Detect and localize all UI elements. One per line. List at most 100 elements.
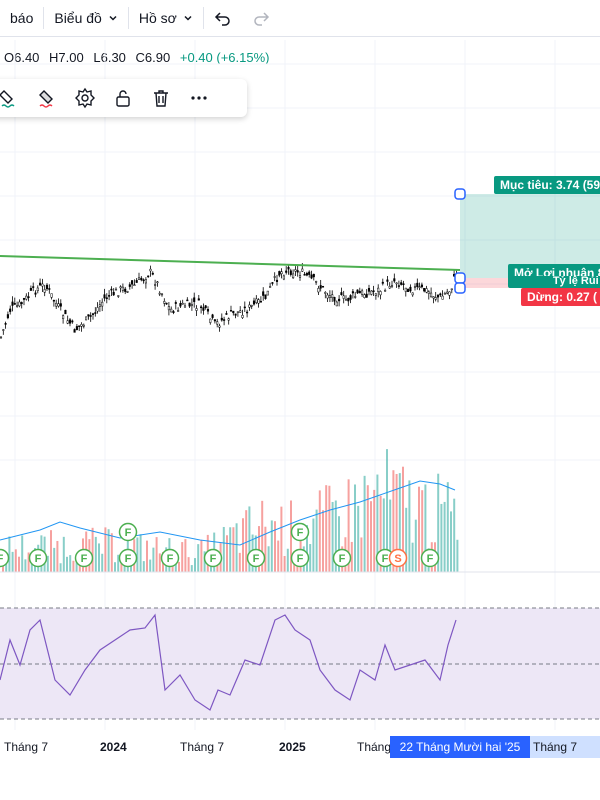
candle-body (167, 306, 170, 311)
volume-bar (443, 501, 446, 572)
candle-body (443, 292, 446, 295)
event-marker-label: F (81, 553, 88, 565)
candle-body (427, 291, 430, 294)
candle-body (80, 324, 83, 327)
lock-button[interactable] (104, 79, 142, 117)
candle-body (386, 279, 389, 282)
price-chart[interactable]: FFFFFFFFFFFFFS (0, 40, 600, 736)
candle-body (186, 299, 189, 302)
trend-line[interactable] (0, 255, 461, 271)
candle-body (390, 285, 394, 287)
volume-bar (386, 449, 388, 572)
candle-body (312, 273, 315, 278)
event-marker-circle (74, 548, 94, 568)
volume-bar (309, 544, 312, 572)
event-marker-circle (28, 548, 48, 568)
fill-color-button[interactable] (28, 79, 66, 117)
delete-button[interactable] (142, 79, 180, 117)
candle-body (331, 294, 334, 298)
candle-body (236, 311, 239, 313)
volume-bar (114, 562, 116, 572)
candle-body (402, 283, 405, 285)
close-value: C6.90 (135, 50, 171, 65)
candle-body (190, 304, 193, 306)
line-color-button[interactable] (0, 79, 28, 117)
target-handle[interactable] (454, 188, 466, 200)
candle-body (243, 306, 246, 309)
volume-bar (91, 527, 94, 572)
undo-button[interactable] (204, 0, 242, 36)
candle-body (188, 302, 191, 307)
candle-body (18, 301, 21, 307)
volume-bar (75, 557, 78, 572)
redo-button[interactable] (242, 0, 280, 36)
volume-bar (414, 519, 417, 572)
candle-body (114, 288, 118, 291)
volume-bar (408, 480, 411, 572)
candle-body (181, 302, 184, 305)
toolbar-divider (127, 7, 129, 29)
candle-body (32, 286, 35, 288)
candle-body (319, 285, 322, 289)
volume-bar (306, 525, 308, 572)
volume-bar (395, 473, 398, 572)
candle-body (259, 300, 262, 303)
volume-bar (389, 499, 392, 572)
event-marker-circle (246, 548, 266, 568)
candle-body (62, 315, 65, 319)
candle-body (213, 319, 216, 322)
alerts-menu[interactable]: báo (0, 0, 43, 36)
stop-handle[interactable] (454, 282, 466, 294)
volume-bar (270, 520, 273, 572)
event-marker-label: F (210, 553, 217, 565)
volume-bar (411, 542, 414, 572)
candle-body (98, 304, 101, 307)
candle-body (172, 311, 175, 313)
more-button[interactable] (180, 79, 218, 117)
chart-menu[interactable]: Biểu đồ (44, 0, 127, 36)
top-toolbar: báo Biểu đồ Hồ sơ (0, 0, 600, 37)
candle-body (381, 281, 384, 284)
candle-body (73, 329, 76, 333)
candle-body (36, 287, 39, 291)
change-value: +0.40 (+6.15%) (179, 50, 270, 65)
volume-bar (174, 560, 177, 572)
candle-body (13, 303, 16, 305)
chevron-down-icon (109, 15, 117, 21)
volume-bar (69, 555, 72, 572)
candle-body (305, 272, 308, 276)
candle-body (292, 273, 295, 279)
candle-body (4, 323, 7, 325)
volume-bar (450, 511, 452, 572)
candle-body (450, 288, 453, 291)
event-marker-label: F (297, 553, 304, 565)
candle-body (271, 282, 274, 284)
volume-bar (222, 526, 225, 572)
volume-bar (190, 565, 193, 572)
candle-body (255, 298, 258, 303)
candle-body (165, 302, 168, 305)
volume-bar (104, 527, 107, 572)
profile-menu[interactable]: Hồ sơ (129, 0, 203, 36)
volume-bar (21, 535, 24, 572)
candle-body (22, 298, 26, 300)
time-axis-label: 2025 (279, 740, 306, 754)
paint-bucket-alt-icon (39, 90, 53, 108)
volume-bar (226, 535, 228, 572)
volume-bar (107, 529, 110, 572)
volume-bar (440, 503, 443, 572)
volume-bar (210, 563, 212, 572)
candle-body (121, 286, 124, 291)
event-marker-circle (118, 522, 138, 542)
candle-body (356, 289, 359, 294)
candle-body (154, 284, 157, 286)
candle-body (218, 325, 221, 328)
entry-handle[interactable] (454, 272, 466, 284)
candle-body (110, 288, 113, 291)
candle-body (384, 289, 387, 292)
settings-button[interactable] (66, 79, 104, 117)
candle-body (204, 305, 207, 308)
candle-body (0, 336, 3, 339)
event-marker-label: F (125, 527, 132, 539)
candle-body (409, 286, 412, 292)
